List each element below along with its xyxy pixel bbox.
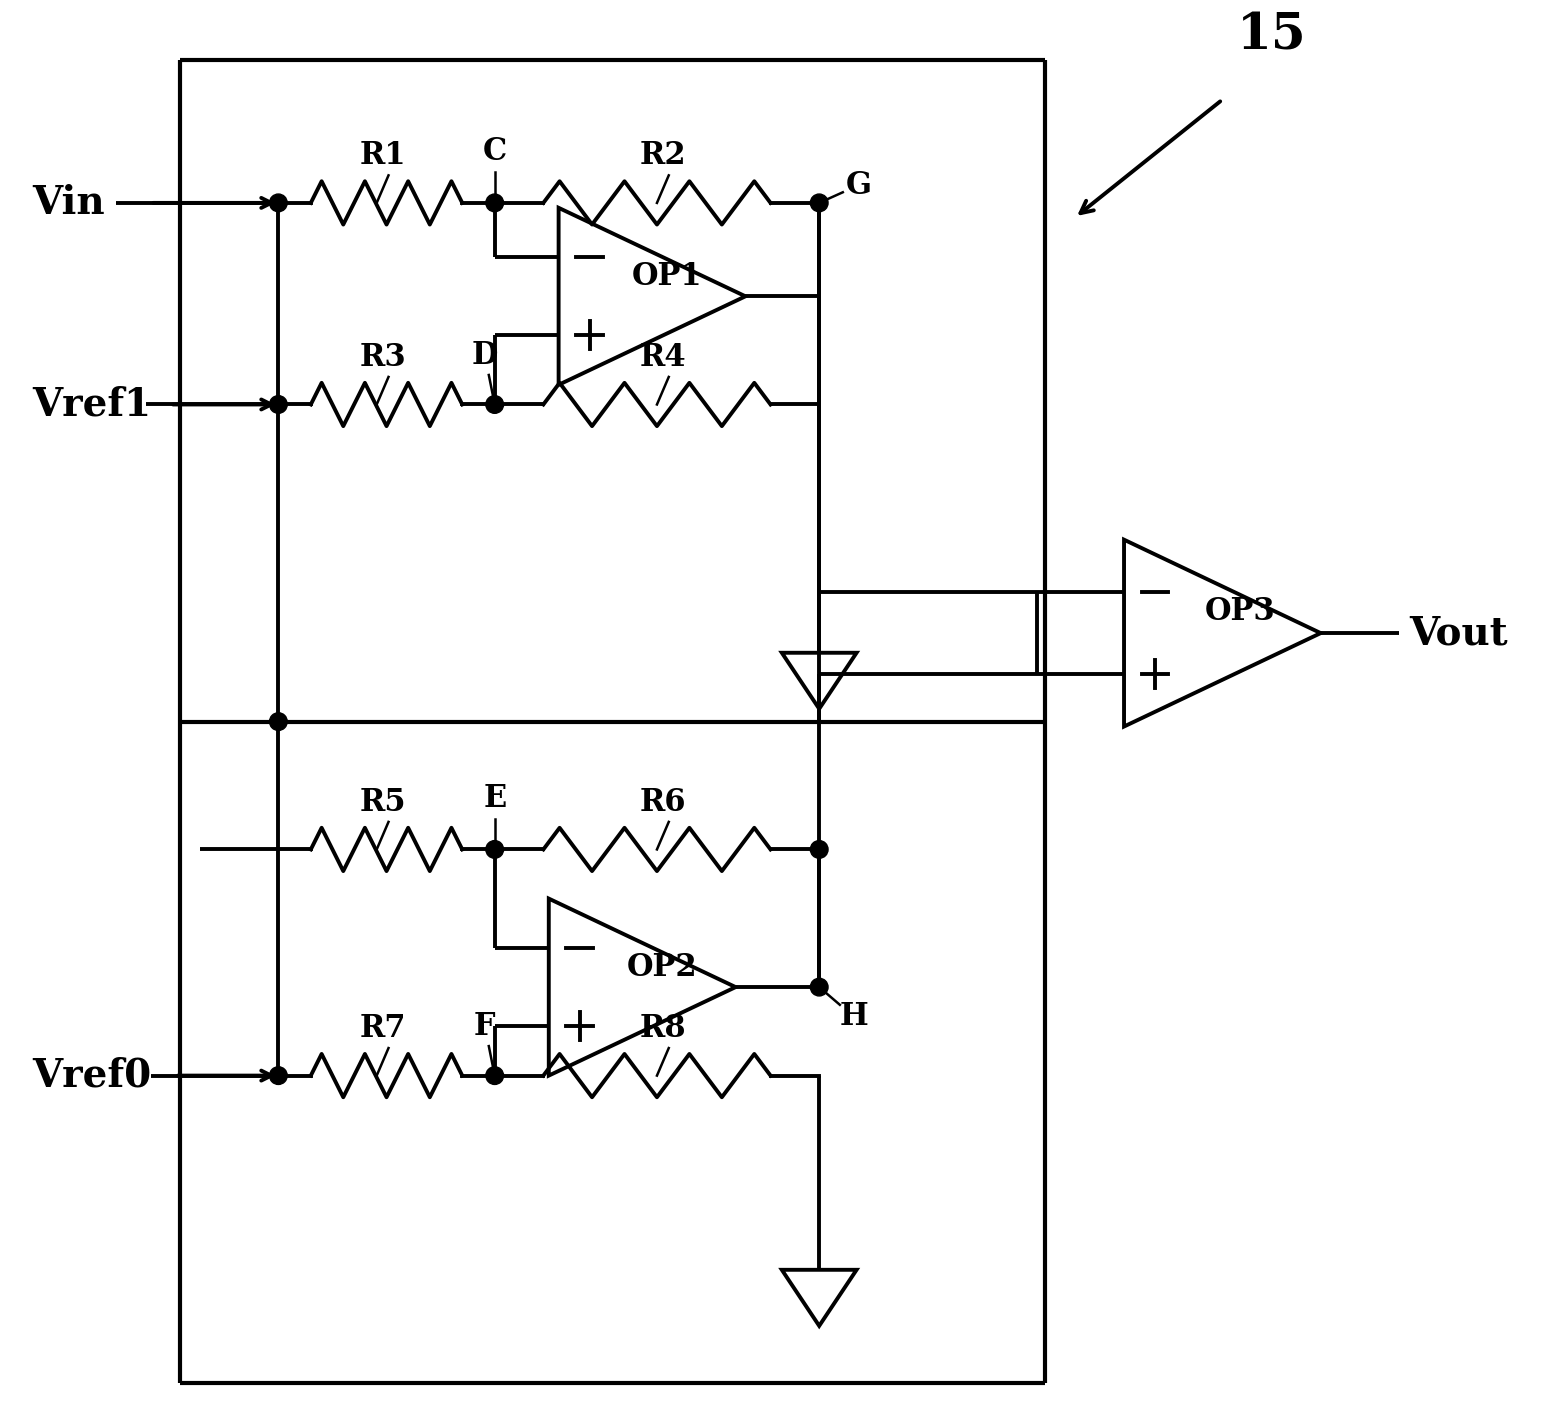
Text: F: F (474, 1010, 496, 1042)
Circle shape (811, 194, 828, 212)
Text: R5: R5 (360, 787, 406, 818)
Circle shape (270, 1067, 287, 1084)
Text: R1: R1 (360, 141, 406, 171)
Text: R3: R3 (360, 342, 406, 373)
Circle shape (486, 1067, 503, 1084)
Text: Vref0: Vref0 (32, 1056, 151, 1094)
Text: E: E (483, 782, 506, 814)
Text: R7: R7 (360, 1013, 406, 1045)
Circle shape (811, 978, 828, 996)
Text: Vref1: Vref1 (32, 386, 151, 423)
Circle shape (270, 194, 287, 212)
Text: OP3: OP3 (1204, 596, 1275, 627)
Text: R4: R4 (639, 342, 686, 373)
Circle shape (486, 396, 503, 413)
Text: C: C (483, 137, 506, 167)
Text: R6: R6 (639, 787, 686, 818)
Text: G: G (846, 170, 871, 201)
Text: D: D (471, 339, 499, 370)
Circle shape (270, 396, 287, 413)
Circle shape (486, 841, 503, 858)
Text: R2: R2 (639, 141, 686, 171)
Text: R8: R8 (639, 1013, 686, 1045)
Text: Vin: Vin (32, 184, 105, 222)
Text: OP2: OP2 (627, 952, 698, 983)
Circle shape (811, 841, 828, 858)
Text: OP1: OP1 (631, 261, 703, 292)
Circle shape (270, 712, 287, 731)
Text: H: H (840, 1002, 868, 1032)
Text: 15: 15 (1237, 11, 1306, 60)
Text: Vout: Vout (1410, 614, 1508, 653)
Circle shape (486, 194, 503, 212)
